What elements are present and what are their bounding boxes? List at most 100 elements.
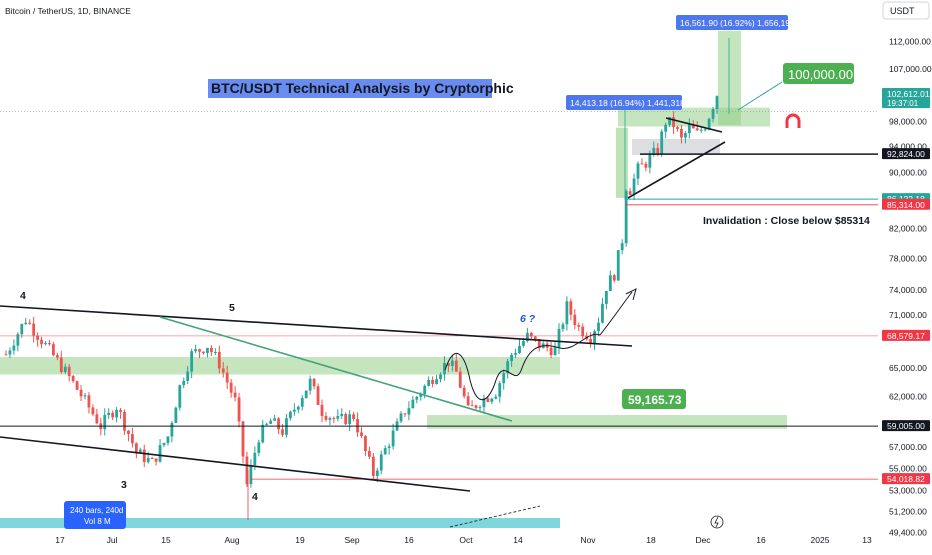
candle xyxy=(668,117,671,125)
candle xyxy=(241,421,245,457)
candle xyxy=(680,128,683,138)
candle xyxy=(44,343,47,345)
candle xyxy=(340,413,344,416)
projection-arrow xyxy=(599,291,633,336)
candle xyxy=(16,334,20,346)
time-tick-label: 19 xyxy=(295,535,305,545)
time-tick-label: Nov xyxy=(580,535,596,545)
candle xyxy=(328,418,332,420)
zone-mid xyxy=(0,357,560,375)
candle xyxy=(490,398,494,402)
candle xyxy=(245,456,249,485)
candle xyxy=(154,458,158,462)
candle xyxy=(375,470,379,476)
price-badge-countdown: 19:37:01 xyxy=(887,99,919,108)
candle xyxy=(506,361,510,374)
candle xyxy=(443,363,446,375)
currency-label: USDT xyxy=(890,6,915,16)
lightning-icon xyxy=(710,515,724,529)
wave-label: 5 xyxy=(229,302,235,314)
candle xyxy=(652,147,656,155)
candle xyxy=(561,324,565,329)
candle xyxy=(221,368,225,373)
magnet-icon xyxy=(785,113,801,128)
candle xyxy=(648,154,652,168)
candle xyxy=(450,360,454,366)
candle xyxy=(217,351,221,369)
candle xyxy=(711,109,715,119)
symbol-title: Bitcoin / TetherUS, 1D, BINANCE xyxy=(5,6,131,16)
candle xyxy=(75,381,79,390)
candle xyxy=(632,178,636,195)
title-box xyxy=(208,79,492,98)
candle xyxy=(616,250,620,281)
candle xyxy=(107,412,111,415)
candle xyxy=(470,405,474,407)
candle xyxy=(620,243,624,251)
candle xyxy=(202,351,205,354)
price-badge-label: 85,314.00 xyxy=(887,200,925,210)
candle xyxy=(304,390,308,399)
zone-target xyxy=(718,30,741,126)
candle xyxy=(707,118,711,130)
price-tick-label: 71,000.00 xyxy=(889,310,927,320)
wave-label: 4 xyxy=(252,491,258,503)
candle xyxy=(478,407,482,409)
candle xyxy=(237,397,241,422)
price-badge xyxy=(882,198,930,210)
price-badge xyxy=(882,148,930,160)
candle xyxy=(656,147,660,155)
candle xyxy=(344,413,348,425)
support-box xyxy=(622,389,686,409)
time-tick-label: 14 xyxy=(513,535,523,545)
volume-label: 240 bars, 240d xyxy=(70,506,123,515)
candle xyxy=(348,414,352,425)
candle xyxy=(577,325,581,327)
candle xyxy=(225,372,229,383)
candle xyxy=(332,418,336,420)
price-tick-label: 82,000.00 xyxy=(889,224,927,234)
candle xyxy=(415,396,419,400)
candle xyxy=(83,395,87,397)
candle xyxy=(533,336,537,340)
candle xyxy=(518,345,521,354)
wave-label: 3 xyxy=(121,479,127,491)
candle xyxy=(79,389,83,397)
candle xyxy=(103,414,107,430)
candle xyxy=(277,418,280,430)
time-tick-label: Jul xyxy=(107,535,118,545)
candle xyxy=(549,347,553,356)
candle xyxy=(514,353,517,355)
zone-support xyxy=(427,415,787,429)
candle xyxy=(36,335,39,340)
support-label: 59,165.73 xyxy=(628,393,682,407)
wave-label: 4 xyxy=(20,290,26,302)
analysis-title: BTC/USDT Technical Analysis by Cryptorph… xyxy=(211,80,514,96)
price-badge-label: 102,612.01 xyxy=(887,89,930,99)
candle xyxy=(324,416,328,420)
candle xyxy=(703,129,707,131)
candle xyxy=(273,418,276,421)
target-label: 100,000.00 xyxy=(788,67,853,82)
candle xyxy=(300,398,304,407)
candle xyxy=(249,464,253,485)
time-tick-label: Dec xyxy=(695,535,711,545)
candle xyxy=(111,412,115,418)
volume-badge xyxy=(64,501,126,529)
price-tick-label: 107,000.00 xyxy=(889,64,932,74)
time-tick-label: 18 xyxy=(646,535,656,545)
candle xyxy=(636,163,640,179)
target-arrow xyxy=(737,81,783,111)
candle xyxy=(123,411,126,431)
candle xyxy=(292,409,296,412)
candle xyxy=(695,128,699,131)
candle xyxy=(383,448,387,455)
price-badge-label: 54,018.82 xyxy=(887,474,925,484)
measure-flag-label: 14,413.18 (16.94%) 1,441,318 xyxy=(570,98,685,108)
time-tick-label: 17 xyxy=(55,535,65,545)
candle xyxy=(67,366,71,376)
candle xyxy=(660,131,664,155)
candle xyxy=(210,347,213,353)
time-tick-label: 13 xyxy=(862,535,872,545)
